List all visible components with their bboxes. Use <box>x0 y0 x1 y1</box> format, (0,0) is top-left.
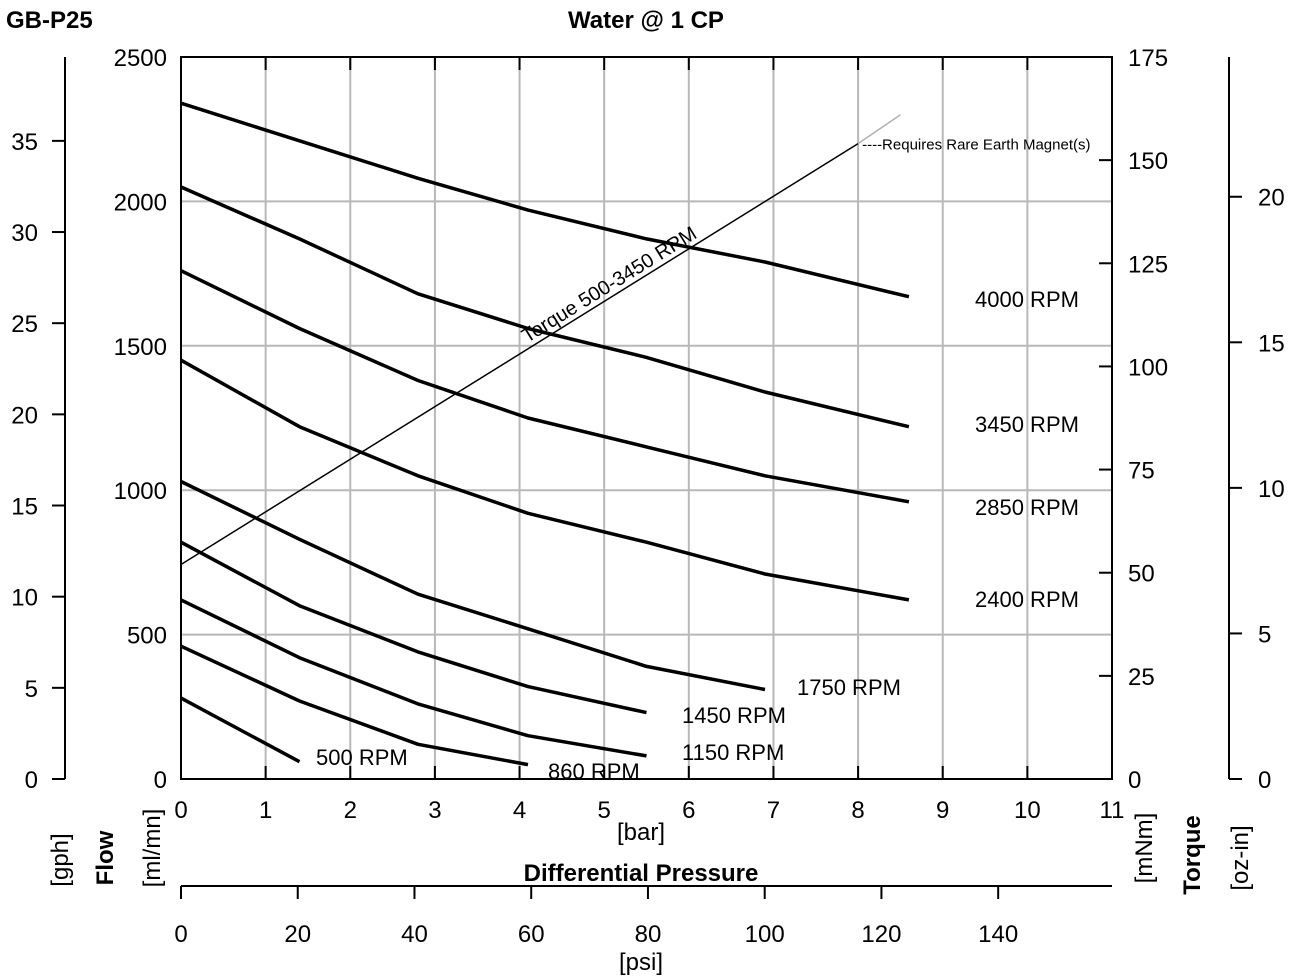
rpm-curve-label: 2400 RPM <box>975 587 1079 612</box>
chart-title: Water @ 1 CP <box>568 7 724 34</box>
rare-earth-label: ----Requires Rare Earth Magnet(s) <box>862 137 1090 154</box>
psi-tick-label: 100 <box>745 921 785 948</box>
mnm-tick-label: 100 <box>1128 354 1168 381</box>
mlmin-tick-label: 1500 <box>114 334 167 361</box>
mlmin-unit-label: [ml/mn] <box>139 809 166 888</box>
rpm-curve-label: 3450 RPM <box>975 412 1079 437</box>
mlmin-tick-label: 0 <box>154 767 167 794</box>
rpm-curve-label: 1750 RPM <box>797 675 901 700</box>
ozin-axis-ticks: 0 5 10 15 20 <box>1229 185 1285 794</box>
psi-tick-label: 60 <box>518 921 545 948</box>
mlmin-tick-label: 500 <box>127 623 167 650</box>
gph-tick-label: 5 <box>25 676 38 703</box>
rpm-curve-label: 500 RPM <box>316 745 408 770</box>
torque-line-label: Torque 500-3450 RPM <box>518 223 701 348</box>
ozin-tick-label: 0 <box>1258 767 1271 794</box>
bar-tick-label: 3 <box>428 797 441 824</box>
mnm-axis-ticks: 0 25 50 75 100 125 150 175 <box>1099 45 1168 794</box>
mnm-tick-label: 150 <box>1128 148 1168 175</box>
rare-earth-line <box>857 114 901 145</box>
bar-tick-label: 2 <box>344 797 357 824</box>
rpm-curve <box>180 269 910 504</box>
mlmin-tick-label: 1000 <box>114 478 167 505</box>
rpm-curve <box>180 540 647 715</box>
psi-tick-label: 120 <box>861 921 901 948</box>
gph-unit-label: [gph] <box>47 833 74 886</box>
mnm-tick-label: 25 <box>1128 664 1155 691</box>
rpm-curve <box>180 479 766 692</box>
bar-tick-label: 5 <box>598 797 611 824</box>
gph-axis-ticks: 0 5 10 15 20 25 30 35 <box>11 129 65 794</box>
gph-tick-label: 15 <box>11 494 38 521</box>
rpm-curve <box>180 101 910 299</box>
bar-tick-label: 6 <box>682 797 695 824</box>
bar-tick-label: 0 <box>174 797 187 824</box>
mnm-tick-label: 125 <box>1128 251 1168 278</box>
plot-frame <box>180 56 1113 780</box>
series-layer: 4000 RPM 3450 RPM 2850 RPM 2400 RPM 1750 RPM… <box>180 101 1079 784</box>
torque-line <box>180 143 859 566</box>
psi-tick-label: 20 <box>284 921 311 948</box>
bar-axis-ticks: 0 1 2 3 4 5 6 7 8 9 10 11 <box>174 57 1124 824</box>
model-label: GB-P25 <box>6 7 93 34</box>
rpm-curve-label: 2850 RPM <box>975 495 1079 520</box>
gph-tick-label: 0 <box>25 767 38 794</box>
mlmin-axis-ticks: 0 500 1000 1500 2000 2500 <box>114 45 167 794</box>
ozin-unit-label: [oz-in] <box>1227 825 1254 890</box>
gph-tick-label: 30 <box>11 220 38 247</box>
gph-tick-label: 20 <box>11 402 38 429</box>
psi-tick-label: 140 <box>978 921 1018 948</box>
psi-tick-label: 0 <box>174 921 187 948</box>
torque-layer: Torque 500-3450 RPM ----Requires Rare Ear… <box>180 114 1090 566</box>
bar-tick-label: 10 <box>1014 797 1041 824</box>
rpm-curve <box>180 644 529 767</box>
rpm-curve-label: 1450 RPM <box>682 703 786 728</box>
psi-tick-label: 80 <box>635 921 662 948</box>
bar-tick-label: 7 <box>767 797 780 824</box>
gph-tick-label: 25 <box>11 311 38 338</box>
mlmin-tick-label: 2000 <box>114 189 167 216</box>
bar-tick-label: 11 <box>1100 797 1125 824</box>
psi-tick-label: 40 <box>401 921 428 948</box>
bar-unit-label: [bar] <box>617 819 665 846</box>
mnm-tick-label: 0 <box>1128 767 1141 794</box>
gph-tick-label: 10 <box>11 585 38 612</box>
torque-axis-title: Torque <box>1179 815 1206 895</box>
ozin-tick-label: 5 <box>1258 621 1271 648</box>
ozin-tick-label: 20 <box>1258 185 1285 212</box>
psi-axis-ticks: 0 20 40 60 80 100 120 140 <box>174 886 1018 948</box>
mlmin-tick-label: 2500 <box>114 45 167 72</box>
bar-tick-label: 9 <box>936 797 949 824</box>
mnm-unit-label: [mNm] <box>1131 813 1158 884</box>
rpm-curve <box>180 358 910 602</box>
pressure-axis-title: Differential Pressure <box>524 860 759 887</box>
rpm-curve <box>180 598 647 758</box>
mnm-tick-label: 175 <box>1128 45 1168 72</box>
grid <box>181 57 1112 779</box>
bar-tick-label: 8 <box>851 797 864 824</box>
rpm-curve-label: 4000 RPM <box>975 287 1079 312</box>
rpm-curve <box>180 185 910 429</box>
rpm-curve-label: 860 RPM <box>548 759 640 784</box>
flow-axis-title: Flow <box>92 830 119 885</box>
bar-tick-label: 4 <box>513 797 526 824</box>
gph-tick-label: 35 <box>11 129 38 156</box>
mnm-tick-label: 50 <box>1128 561 1155 588</box>
rpm-curve-label: 1150 RPM <box>682 740 784 765</box>
mnm-tick-label: 75 <box>1128 458 1155 485</box>
psi-unit-label: [psi] <box>619 949 663 976</box>
ozin-tick-label: 15 <box>1258 330 1285 357</box>
ozin-tick-label: 10 <box>1258 476 1285 503</box>
rpm-curve <box>180 696 301 764</box>
bar-tick-label: 1 <box>259 797 272 824</box>
